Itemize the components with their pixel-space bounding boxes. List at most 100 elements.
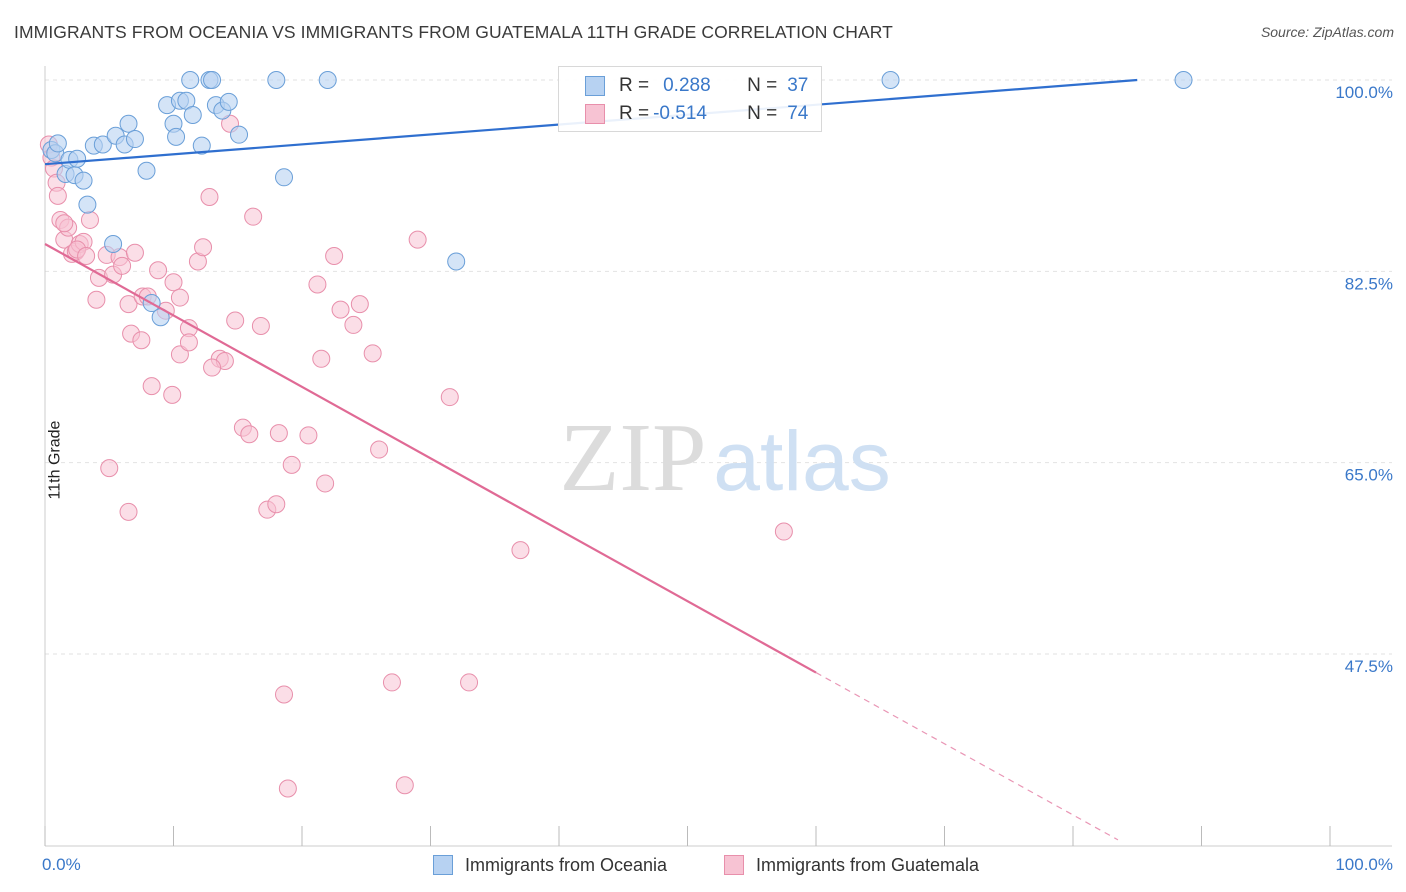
guatemala-point	[80, 210, 99, 229]
watermark: ZIP atlas	[560, 404, 891, 512]
series-oceania	[42, 71, 1193, 327]
guatemala-point	[119, 295, 138, 314]
oceania-point	[93, 135, 112, 154]
legend-n-value-oceania: 37	[787, 75, 809, 96]
guatemala-point	[395, 776, 414, 795]
guatemala-point	[299, 426, 318, 445]
guatemala-point	[164, 273, 183, 292]
oceania-point	[104, 235, 123, 253]
oceania-point	[167, 127, 186, 146]
guatemala-point	[363, 344, 382, 363]
guatemala-point	[179, 333, 198, 352]
y-tick-label: 47.5%	[1345, 657, 1393, 676]
guatemala-point	[269, 424, 288, 443]
guatemala-point	[267, 495, 286, 514]
oceania-point	[447, 252, 466, 271]
legend-n-label: N =	[747, 103, 778, 124]
guatemala-point	[226, 311, 245, 330]
oceania-point	[203, 71, 222, 89]
guatemala-point	[275, 685, 294, 704]
oceania-point	[74, 171, 93, 190]
guatemala-point	[440, 388, 459, 407]
legend-r-value-guatemala: -0.514	[653, 103, 707, 124]
source-label: Source: ZipAtlas.com	[1260, 24, 1394, 40]
chart-title: IMMIGRANTS FROM OCEANIA VS IMMIGRANTS FR…	[14, 22, 893, 42]
bottom-legend-guatemala: Immigrants from Guatemala	[724, 852, 979, 878]
x-tick-label: 0.0%	[42, 855, 81, 874]
bottom-legend-label-guatemala: Immigrants from Guatemala	[756, 854, 980, 875]
legend-row-oceania: R = 0.288 N = 37	[585, 73, 808, 99]
guatemala-point	[350, 295, 369, 314]
y-tick-label: 65.0%	[1345, 466, 1393, 485]
guatemala-point	[119, 502, 138, 521]
legend-swatch-guatemala	[585, 104, 605, 124]
guatemala-point	[331, 300, 350, 319]
legend-n-label: N =	[747, 75, 778, 96]
legend-swatch-oceania	[585, 76, 605, 96]
guatemala-point	[170, 345, 189, 364]
legend-r-value-oceania: 0.288	[663, 75, 711, 96]
guatemala-point	[308, 275, 327, 294]
guatemala-trend-line	[44, 243, 817, 674]
guatemala-point	[774, 522, 793, 541]
oceania-point	[192, 136, 211, 155]
guatemala-point	[316, 474, 335, 493]
legend-row-guatemala: R = -0.514 N = 74	[585, 101, 808, 127]
guatemala-point	[382, 673, 401, 692]
guatemala-point	[244, 207, 263, 226]
guatemala-point	[77, 247, 96, 266]
legend-r-label: R =	[619, 103, 650, 124]
guatemala-point	[344, 315, 363, 334]
guatemala-point	[48, 186, 67, 205]
guatemala-point	[142, 377, 161, 396]
legend-r-label: R =	[619, 75, 650, 96]
guatemala-point	[460, 673, 479, 692]
guatemala-point	[113, 256, 132, 275]
guatemala-point	[370, 440, 389, 459]
oceania-point	[881, 71, 900, 89]
oceania-point	[275, 168, 294, 187]
guatemala-point	[240, 425, 259, 444]
bottom-legend-oceania: Immigrants from Oceania	[433, 852, 667, 878]
guatemala-point	[55, 214, 74, 233]
guatemala-point	[149, 261, 168, 280]
guatemala-point	[87, 290, 106, 309]
watermark-zip: ZIP	[560, 404, 707, 512]
guatemala-point	[100, 459, 119, 478]
oceania-point	[78, 195, 97, 214]
series-guatemala	[39, 114, 793, 798]
correlation-legend: R = 0.288 N = 37 R = -0.514 N = 74	[558, 66, 822, 132]
guatemala-point	[312, 349, 331, 368]
guatemala-point	[132, 331, 151, 350]
guatemala-point	[194, 238, 213, 257]
oceania-point	[318, 71, 337, 89]
oceania-point	[219, 92, 238, 111]
oceania-point	[125, 130, 144, 149]
oceania-point	[267, 71, 286, 89]
gridlines	[45, 79, 1392, 655]
guatemala-point	[278, 779, 297, 798]
oceania-point	[48, 134, 67, 153]
y-axis-label: 11th Grade	[46, 420, 64, 500]
guatemala-point	[251, 317, 270, 335]
bottom-swatch-oceania	[433, 855, 453, 875]
y-tick-label: 82.5%	[1345, 274, 1393, 293]
guatemala-point	[282, 455, 301, 474]
y-tick-label: 100.0%	[1335, 83, 1393, 102]
guatemala-point	[163, 385, 182, 404]
guatemala-point	[408, 230, 427, 249]
oceania-point	[137, 161, 156, 180]
oceania-point	[230, 125, 249, 144]
oceania-point	[181, 71, 200, 89]
oceania-point	[68, 149, 87, 168]
axes	[44, 66, 1392, 847]
tick-labels: 100.0% 82.5% 65.0% 47.5% 0.0% 100.0%	[42, 83, 1393, 874]
legend-n-value-guatemala: 74	[787, 103, 809, 124]
guatemala-trend-extension	[815, 672, 1119, 841]
guatemala-point	[511, 541, 530, 560]
x-tick-label: 100.0%	[1335, 855, 1393, 874]
watermark-atlas: atlas	[713, 414, 890, 508]
guatemala-point	[325, 247, 344, 266]
bottom-swatch-guatemala	[724, 855, 744, 875]
